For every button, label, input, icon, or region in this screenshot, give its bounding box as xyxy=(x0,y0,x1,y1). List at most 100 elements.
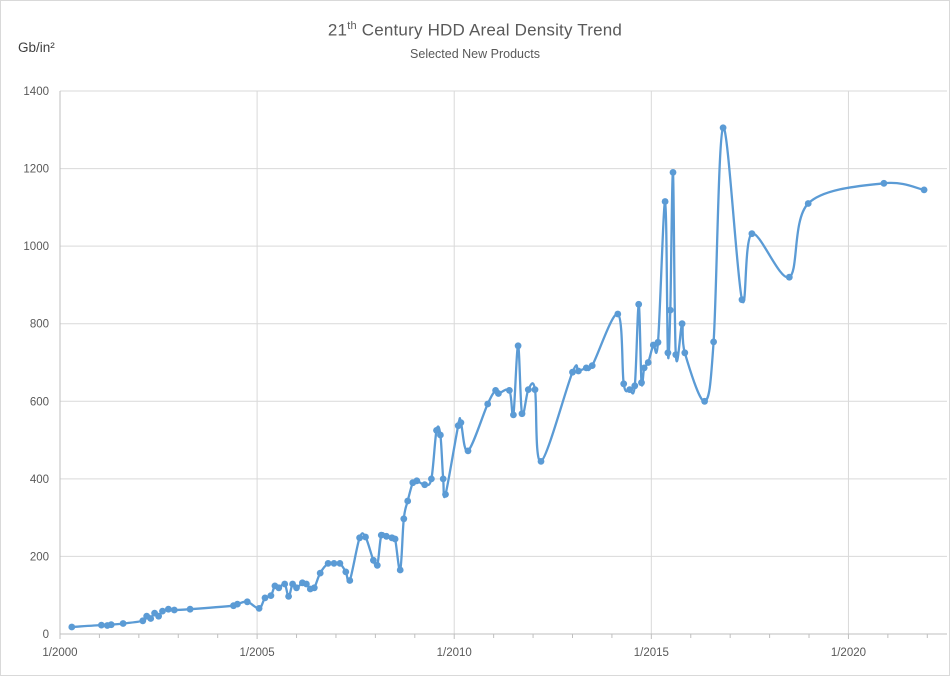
data-point-marker xyxy=(362,533,369,541)
data-point-marker xyxy=(159,607,166,615)
data-point-marker xyxy=(681,349,689,357)
data-point-marker xyxy=(569,368,576,376)
data-point-marker xyxy=(484,400,492,408)
data-point-marker xyxy=(310,584,318,592)
data-point-marker xyxy=(678,320,686,328)
data-point-marker xyxy=(537,458,545,465)
data-point-marker xyxy=(119,620,127,627)
data-point-marker xyxy=(638,379,645,387)
title-superscript: th xyxy=(347,20,357,32)
data-point-marker xyxy=(664,349,672,357)
data-point-marker xyxy=(255,605,263,612)
data-point-marker xyxy=(669,169,677,176)
x-tick-marks xyxy=(59,634,928,639)
chart-subtitle: Selected New Products xyxy=(410,47,540,61)
data-point-marker xyxy=(635,300,643,308)
y-tick-label: 1400 xyxy=(23,86,49,98)
data-point-marker xyxy=(442,491,449,498)
data-point-marker xyxy=(346,577,354,584)
y-tick-label: 1000 xyxy=(23,241,49,253)
data-point-marker xyxy=(98,621,105,629)
data-point-marker xyxy=(672,351,680,359)
data-point-marker xyxy=(880,179,888,187)
data-point-marker xyxy=(275,584,283,592)
data-point-marker xyxy=(285,593,292,600)
data-point-marker xyxy=(356,534,363,542)
data-point-marker xyxy=(920,186,928,194)
data-point-marker xyxy=(421,481,429,489)
data-point-marker xyxy=(785,273,793,281)
data-point-marker xyxy=(404,497,412,505)
y-tick-label: 800 xyxy=(30,319,49,331)
x-tick-label: 1/2005 xyxy=(240,647,275,659)
x-tick-label: 1/2010 xyxy=(437,647,472,659)
data-point-marker xyxy=(139,617,147,625)
data-point-marker xyxy=(330,560,338,567)
x-tick-label: 1/2000 xyxy=(42,647,77,659)
data-point-marker xyxy=(524,386,532,393)
data-point-marker xyxy=(170,606,178,614)
data-point-marker xyxy=(510,411,517,419)
y-tick-label: 1200 xyxy=(23,164,49,176)
data-point-marker xyxy=(654,338,662,346)
data-point-marker xyxy=(428,475,435,483)
data-point-marker xyxy=(439,475,447,483)
data-point-marker xyxy=(303,580,310,588)
y-tick-labels: 0 200 400 600 800 1000 1200 1400 xyxy=(23,86,49,641)
x-gridlines xyxy=(256,91,849,634)
data-point-marker xyxy=(588,362,596,369)
data-point-marker xyxy=(243,598,251,606)
data-line xyxy=(70,126,926,629)
data-point-marker xyxy=(701,397,708,405)
data-point-marker xyxy=(575,367,582,375)
data-point-marker xyxy=(518,410,526,418)
y-gridlines xyxy=(60,90,947,557)
data-point-marker xyxy=(506,387,513,394)
data-point-marker xyxy=(433,427,440,434)
data-point-marker xyxy=(373,561,381,569)
x-tick-labels: 1/2000 1/2005 1/2010 1/2015 1/2020 xyxy=(42,647,866,659)
data-point-marker xyxy=(400,515,408,523)
data-point-marker xyxy=(377,531,385,539)
data-point-marker xyxy=(391,535,399,543)
y-axis-unit-label: Gb/in² xyxy=(18,40,55,55)
data-point-marker xyxy=(614,310,622,318)
data-point-marker xyxy=(620,380,628,388)
data-point-marker xyxy=(316,569,324,577)
data-point-marker xyxy=(666,306,674,314)
chart-title: 21th Century HDD Areal Density Trend xyxy=(327,20,623,40)
data-point-marker xyxy=(631,382,639,390)
data-point-marker xyxy=(324,560,332,567)
data-point-marker xyxy=(738,296,746,304)
data-point-marker xyxy=(293,584,300,592)
data-point-marker xyxy=(514,342,522,350)
y-tick-label: 200 xyxy=(30,551,49,563)
data-point-marker xyxy=(261,594,269,602)
data-point-marker xyxy=(370,556,377,564)
x-tick-label: 1/2020 xyxy=(831,647,866,659)
data-point-marker xyxy=(147,615,155,622)
data-point-marker xyxy=(531,386,539,393)
y-tick-label: 600 xyxy=(30,396,49,408)
data-point-marker xyxy=(710,338,717,346)
y-tick-label: 0 xyxy=(43,629,49,641)
y-tick-label: 400 xyxy=(30,474,49,486)
data-point-marker xyxy=(234,600,241,608)
data-point-marker xyxy=(155,612,163,620)
data-points xyxy=(68,124,928,631)
data-point-marker xyxy=(748,230,756,238)
data-point-marker xyxy=(342,568,350,576)
data-point-marker xyxy=(267,592,275,599)
data-point-marker xyxy=(804,200,812,207)
data-point-marker xyxy=(281,580,289,588)
data-point-marker xyxy=(582,364,590,372)
data-point-marker xyxy=(383,532,390,540)
data-point-marker xyxy=(640,364,648,372)
data-point-marker xyxy=(107,621,115,629)
data-point-marker xyxy=(644,359,652,366)
data-point-marker xyxy=(719,124,727,132)
data-point-marker xyxy=(165,605,172,613)
data-point-marker xyxy=(396,566,404,574)
